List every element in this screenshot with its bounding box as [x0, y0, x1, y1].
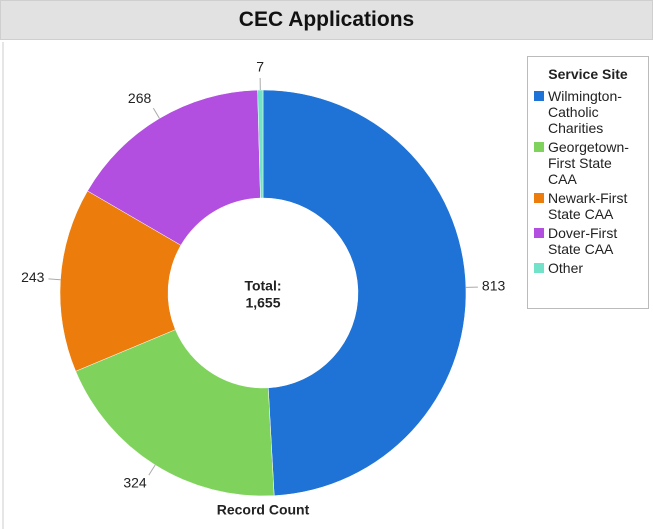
legend-item: Other — [534, 260, 648, 276]
legend-item: Wilmington-Catholic Charities — [534, 88, 648, 136]
data-label: 268 — [128, 90, 152, 106]
legend-label: Georgetown-First State CAA — [548, 139, 629, 187]
donut-slice — [59, 190, 182, 372]
legend-swatch — [534, 263, 544, 273]
data-label: 7 — [256, 59, 264, 75]
legend-label: Wilmington-Catholic Charities — [548, 88, 622, 136]
data-label: 813 — [482, 278, 506, 294]
x-axis-label: Record Count — [217, 502, 310, 518]
chart-title: CEC Applications — [0, 0, 653, 40]
legend-item: Georgetown-First State CAA — [534, 139, 648, 187]
legend-swatch — [534, 142, 544, 152]
total-value: 1,655 — [245, 295, 280, 311]
legend-label: Other — [548, 260, 584, 276]
legend-title: Service Site — [548, 66, 628, 82]
leader-line — [48, 278, 61, 281]
donut-slice — [87, 89, 261, 246]
legend-label: Dover-First State CAA — [548, 225, 618, 257]
legend-label: Newark-First State CAA — [548, 190, 628, 222]
leader-line — [152, 107, 160, 119]
legend-swatch — [534, 193, 544, 203]
donut-slice — [257, 89, 264, 199]
data-label: 243 — [21, 269, 45, 285]
total-caption: Total: — [244, 278, 281, 294]
donut-slice — [262, 89, 467, 496]
legend: Service Site Wilmington-Catholic Chariti… — [527, 56, 649, 309]
leader-line — [148, 464, 156, 476]
legend-swatch — [534, 91, 544, 101]
donut-slice — [75, 329, 275, 497]
legend-item: Dover-First State CAA — [534, 225, 648, 257]
legend-swatch — [534, 228, 544, 238]
data-label: 324 — [123, 474, 147, 490]
legend-item: Newark-First State CAA — [534, 190, 648, 222]
